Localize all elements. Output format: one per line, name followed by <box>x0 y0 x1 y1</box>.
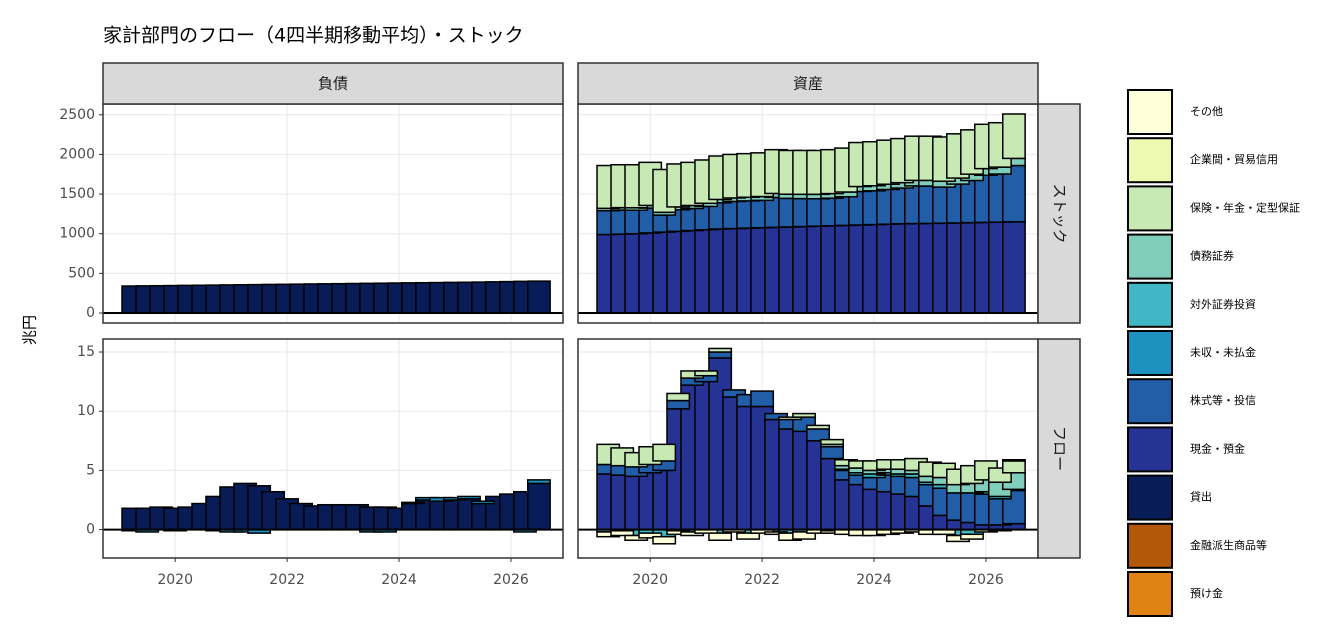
bar <box>457 495 481 500</box>
bar <box>820 438 845 446</box>
column-strip <box>102 62 564 105</box>
panel-border <box>102 338 564 559</box>
legend-label: 株式等・投信 <box>1190 393 1256 407</box>
bar <box>526 280 551 314</box>
x-tick-label: 2024 <box>856 572 892 588</box>
bar <box>820 445 845 460</box>
bar <box>708 347 733 353</box>
legend-label: 金融派生商品等 <box>1190 538 1267 552</box>
bar <box>722 389 747 398</box>
x-tick-label: 2026 <box>968 572 1004 588</box>
x-tick-label: 2020 <box>157 572 193 588</box>
bar <box>778 416 803 421</box>
bar <box>652 535 677 545</box>
x-tick-label: 2026 <box>493 572 529 588</box>
y-tick-label: 0 <box>86 305 95 321</box>
x-tick-label: 2022 <box>744 572 780 588</box>
bar <box>666 399 691 410</box>
y-axis-title: 兆円 <box>21 315 39 345</box>
y-tick-label: 1000 <box>59 226 95 242</box>
legend-swatch <box>1127 137 1173 184</box>
x-tick-label: 2024 <box>381 572 417 588</box>
legend-label: 保険・年金・定型保証 <box>1190 200 1300 214</box>
bar <box>1001 458 1026 462</box>
legend-swatch <box>1127 426 1173 473</box>
legend-swatch <box>1127 89 1173 135</box>
column-strip-label: 負債 <box>318 75 348 93</box>
bar <box>526 482 551 531</box>
legend-label: 貸出 <box>1190 490 1212 504</box>
bar <box>792 412 817 418</box>
bar <box>610 530 635 537</box>
legend-label: その他 <box>1190 105 1223 118</box>
bar <box>708 532 733 541</box>
legend-swatch <box>1127 522 1173 569</box>
bar <box>471 500 495 505</box>
bar <box>638 532 663 539</box>
row-strip <box>1037 103 1081 324</box>
x-tick-label: 2020 <box>632 572 668 588</box>
y-tick-label: 500 <box>68 265 95 281</box>
bar <box>652 443 677 462</box>
y-tick-label: 15 <box>77 344 95 360</box>
legend-label: 債務証券 <box>1190 249 1234 263</box>
bar <box>708 351 733 359</box>
bar <box>750 390 775 408</box>
row-strip-label: フロー <box>1051 426 1069 471</box>
bar <box>792 531 817 540</box>
row-strip-label: ストック <box>1051 183 1069 243</box>
legend-swatch <box>1127 474 1173 521</box>
bar <box>526 479 551 485</box>
y-tick-label: 10 <box>77 403 95 419</box>
y-tick-label: 5 <box>86 462 95 478</box>
legend-label: 未収・未払金 <box>1190 345 1256 359</box>
legend-swatch <box>1127 571 1173 617</box>
column-strip <box>577 62 1039 105</box>
legend-swatch <box>1127 281 1173 328</box>
bar <box>1001 113 1026 160</box>
legend-label: 企業間・貿易信用 <box>1190 152 1278 166</box>
chart-title: 家計部門のフロー（4四半期移動平均）・ストック <box>103 25 524 47</box>
legend-label: 預け金 <box>1190 586 1223 600</box>
y-tick-label: 1500 <box>59 186 95 202</box>
bar <box>806 424 831 430</box>
bar <box>736 532 761 540</box>
bar <box>1001 460 1026 474</box>
bar <box>666 392 691 402</box>
legend-swatch <box>1127 233 1173 280</box>
legend-swatch <box>1127 185 1173 232</box>
legend-label: 現金・預金 <box>1190 441 1245 455</box>
legend-label: 対外証券投資 <box>1190 297 1256 311</box>
x-tick-label: 2022 <box>269 572 305 588</box>
legend-swatch <box>1127 378 1173 425</box>
bar <box>401 501 425 505</box>
column-strip-label: 資産 <box>793 75 823 93</box>
bar <box>960 533 984 540</box>
bar <box>1001 221 1026 314</box>
y-tick-label: 0 <box>86 522 95 538</box>
y-tick-label: 2500 <box>59 107 95 123</box>
bar <box>694 370 719 377</box>
row-strip <box>1037 338 1081 559</box>
legend-swatch <box>1127 330 1173 376</box>
y-tick-label: 2000 <box>59 146 95 162</box>
